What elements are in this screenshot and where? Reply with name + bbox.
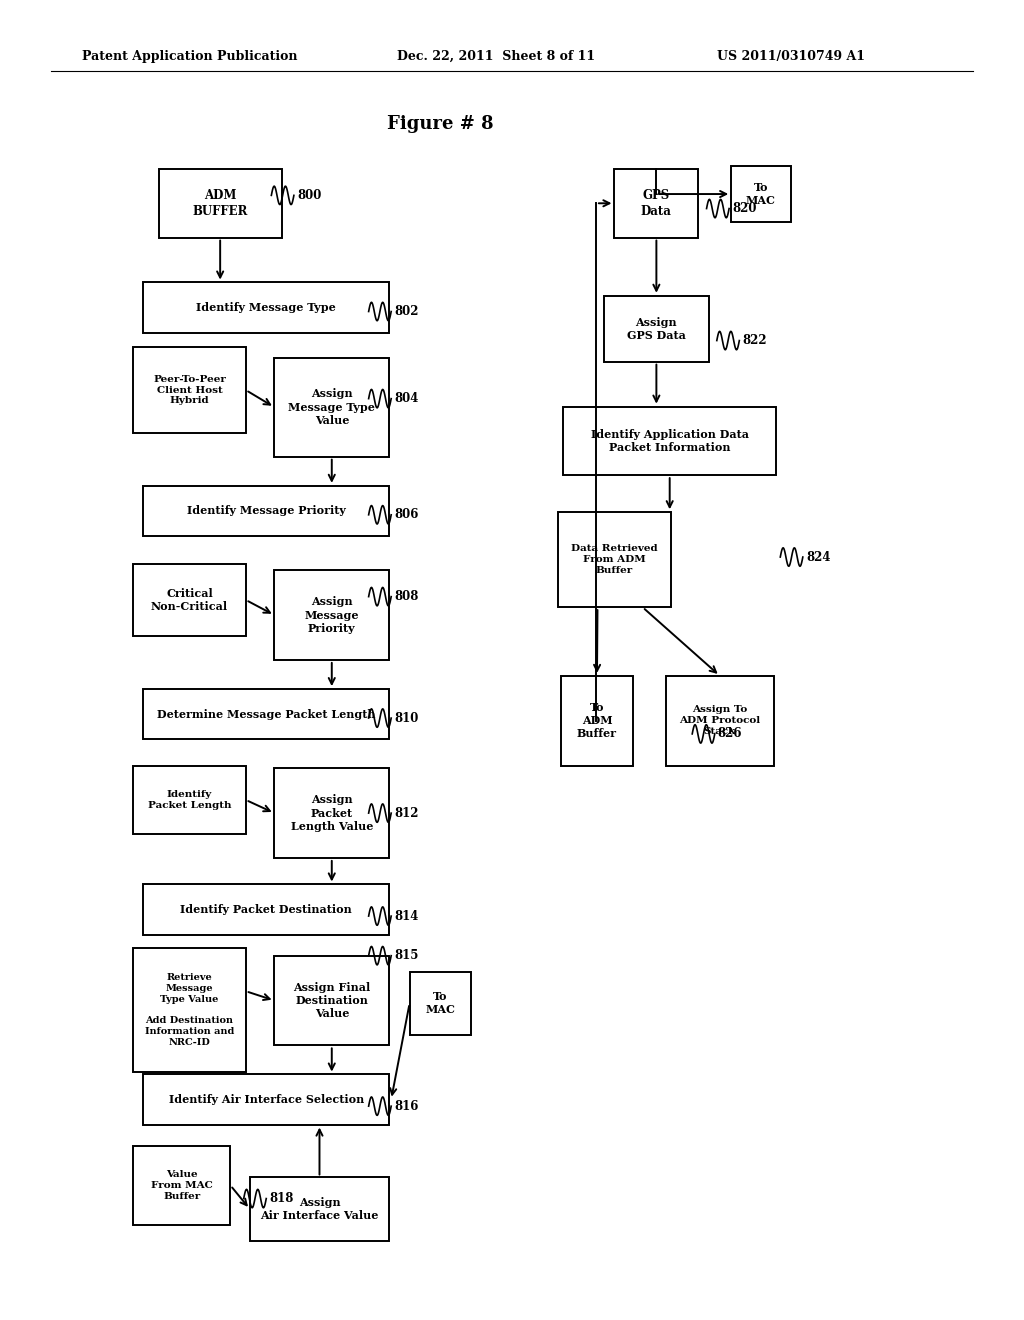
FancyBboxPatch shape [133, 948, 246, 1072]
Text: Assign
Packet
Length Value: Assign Packet Length Value [291, 795, 373, 832]
Text: Identify Air Interface Selection: Identify Air Interface Selection [169, 1094, 364, 1105]
FancyBboxPatch shape [561, 676, 633, 766]
Text: Assign To
ADM Protocol
Stack: Assign To ADM Protocol Stack [679, 705, 761, 737]
Text: 802: 802 [394, 305, 419, 318]
FancyBboxPatch shape [133, 766, 246, 834]
Text: Peer-To-Peer
Client Host
Hybrid: Peer-To-Peer Client Host Hybrid [153, 375, 226, 405]
FancyBboxPatch shape [250, 1177, 389, 1241]
FancyBboxPatch shape [410, 972, 471, 1035]
Text: Assign
GPS Data: Assign GPS Data [627, 317, 686, 341]
Text: Assign
Air Interface Value: Assign Air Interface Value [260, 1197, 379, 1221]
Text: 818: 818 [269, 1192, 294, 1205]
Text: Patent Application Publication: Patent Application Publication [82, 50, 297, 63]
FancyBboxPatch shape [133, 1146, 230, 1225]
Text: To
ADM
Buffer: To ADM Buffer [577, 702, 617, 739]
Text: ADM
BUFFER: ADM BUFFER [193, 189, 248, 218]
Text: Identify Application Data
Packet Information: Identify Application Data Packet Informa… [591, 429, 749, 453]
Text: 808: 808 [394, 590, 419, 603]
Text: 804: 804 [394, 392, 419, 405]
Text: 815: 815 [394, 949, 419, 962]
FancyBboxPatch shape [274, 358, 389, 457]
Text: Critical
Non-Critical: Critical Non-Critical [151, 587, 228, 612]
FancyBboxPatch shape [666, 676, 774, 766]
FancyBboxPatch shape [604, 296, 709, 362]
Text: Value
From MAC
Buffer: Value From MAC Buffer [151, 1170, 213, 1201]
FancyBboxPatch shape [143, 486, 389, 536]
Text: Dec. 22, 2011  Sheet 8 of 11: Dec. 22, 2011 Sheet 8 of 11 [397, 50, 595, 63]
Text: Identify
Packet Length: Identify Packet Length [147, 791, 231, 809]
FancyBboxPatch shape [274, 570, 389, 660]
Text: 810: 810 [394, 711, 419, 725]
Text: 820: 820 [732, 202, 757, 215]
FancyBboxPatch shape [274, 956, 389, 1045]
FancyBboxPatch shape [143, 282, 389, 333]
Text: Retrieve
Message
Type Value

Add Destination
Information and
NRC-ID: Retrieve Message Type Value Add Destinat… [144, 973, 234, 1047]
Text: Determine Message Packet Length: Determine Message Packet Length [157, 709, 376, 719]
Text: 812: 812 [394, 807, 419, 820]
Text: Identify Packet Destination: Identify Packet Destination [180, 904, 352, 915]
FancyBboxPatch shape [133, 564, 246, 636]
FancyBboxPatch shape [731, 166, 791, 222]
FancyBboxPatch shape [133, 347, 246, 433]
FancyBboxPatch shape [274, 768, 389, 858]
Text: Identify Message Priority: Identify Message Priority [186, 506, 346, 516]
Text: Identify Message Type: Identify Message Type [197, 302, 336, 313]
Text: Data Retrieved
From ADM
Buffer: Data Retrieved From ADM Buffer [571, 544, 657, 576]
Text: 806: 806 [394, 508, 419, 521]
Text: Assign Final
Destination
Value: Assign Final Destination Value [293, 982, 371, 1019]
Text: Figure # 8: Figure # 8 [387, 115, 494, 133]
Text: 824: 824 [806, 550, 830, 564]
FancyBboxPatch shape [614, 169, 698, 238]
FancyBboxPatch shape [558, 512, 671, 607]
Text: To
MAC: To MAC [425, 991, 456, 1015]
FancyBboxPatch shape [143, 689, 389, 739]
Text: 800: 800 [297, 189, 322, 202]
FancyBboxPatch shape [143, 884, 389, 935]
Text: GPS
Data: GPS Data [641, 189, 672, 218]
Text: 814: 814 [394, 909, 419, 923]
Text: Assign
Message
Priority: Assign Message Priority [304, 597, 359, 634]
Text: To
MAC: To MAC [745, 182, 776, 206]
Text: 826: 826 [718, 727, 742, 741]
FancyBboxPatch shape [159, 169, 282, 238]
Text: 822: 822 [742, 334, 767, 347]
Text: US 2011/0310749 A1: US 2011/0310749 A1 [717, 50, 865, 63]
Text: Assign
Message Type
Value: Assign Message Type Value [289, 388, 375, 426]
FancyBboxPatch shape [563, 407, 776, 475]
Text: 816: 816 [394, 1100, 419, 1113]
FancyBboxPatch shape [143, 1074, 389, 1125]
